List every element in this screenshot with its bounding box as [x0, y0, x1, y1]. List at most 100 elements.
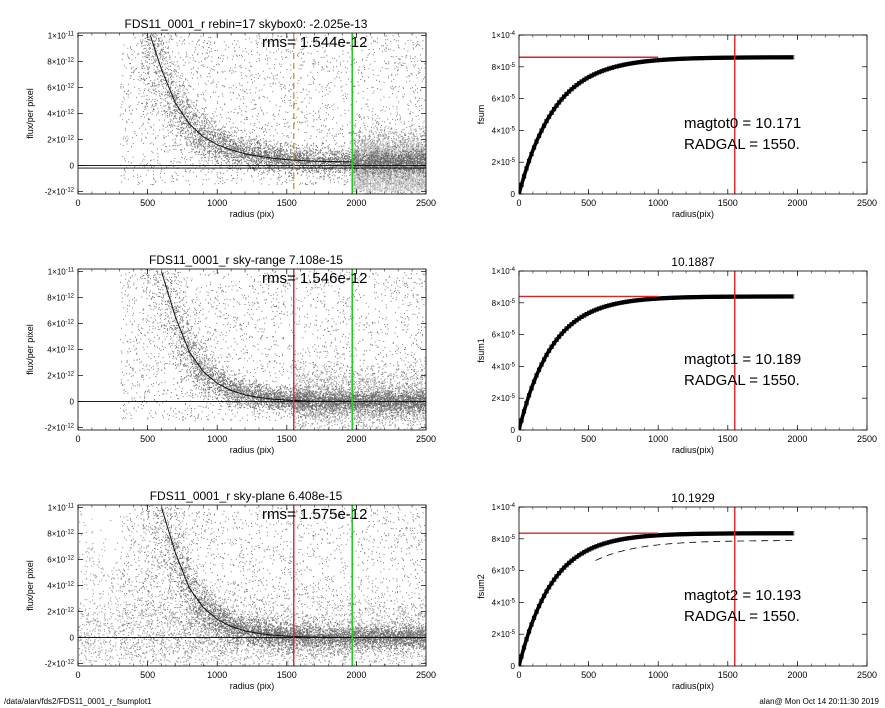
chart-title: FDS11_0001_r rebin=17 skybox0: -2.025e-1…: [125, 17, 368, 31]
curve-marker: [582, 550, 587, 555]
curve-marker: [699, 56, 705, 61]
curve-marker: [556, 334, 562, 339]
curve-marker: [587, 310, 592, 315]
curve-marker: [662, 532, 667, 538]
magtot-annotation: magtot0 = 10.171: [684, 115, 801, 132]
curve-marker: [521, 409, 527, 414]
curve-marker: [757, 531, 762, 536]
curve-marker: [521, 174, 527, 179]
curve-marker: [632, 298, 637, 303]
plot-area: [519, 507, 795, 666]
x-tick-label: 500: [140, 434, 155, 444]
curve-marker: [642, 59, 647, 64]
radgal-annotation: RADGAL = 1550.: [684, 372, 800, 389]
x-axis-label: radius (pix): [230, 209, 275, 219]
curve-marker: [742, 55, 747, 60]
y-tick-label: 1×10-11: [48, 32, 75, 41]
curve-marker: [744, 55, 750, 60]
curve-marker: [627, 61, 632, 66]
rms-annotation: rms= 1.575e-12: [262, 506, 367, 523]
curve-marker: [589, 73, 594, 78]
curve-marker: [712, 55, 717, 60]
curve-marker: [764, 55, 770, 60]
curve-marker: [669, 295, 674, 300]
curve-marker: [617, 63, 622, 68]
curve-marker: [599, 542, 604, 547]
curve-marker: [677, 56, 682, 61]
curve-marker: [587, 74, 592, 80]
curve-marker: [589, 546, 594, 551]
curve-marker: [784, 55, 790, 60]
x-tick-label: 0: [75, 198, 80, 208]
curve-marker: [567, 560, 572, 565]
curve-marker: [787, 531, 792, 536]
curve-marker: [694, 56, 699, 61]
curve-marker: [717, 55, 722, 60]
curve-marker: [752, 294, 757, 299]
curve-marker: [647, 533, 652, 539]
y-tick-label: 6×10-12: [47, 84, 74, 93]
curve-marker: [714, 294, 720, 299]
y-tick-label: 2×10-12: [47, 135, 74, 144]
curve-marker: [682, 295, 687, 300]
x-tick-label: 1500: [718, 670, 738, 680]
curve-marker: [724, 531, 730, 536]
curve-marker: [569, 87, 574, 92]
curve-marker: [597, 70, 602, 75]
curve-marker: [519, 418, 524, 423]
curve-marker: [632, 60, 637, 66]
curve-marker: [727, 55, 732, 60]
curve-marker: [594, 544, 599, 549]
y-tick-label: 6×10-5: [492, 95, 516, 104]
curve-marker: [779, 55, 785, 60]
curve-marker: [672, 57, 677, 62]
curve-marker: [536, 367, 542, 372]
x-tick-label: 1000: [648, 434, 668, 444]
y-tick-label: 0: [511, 426, 516, 435]
curve-marker: [602, 304, 607, 309]
curve-marker: [704, 294, 710, 300]
x-tick-label: 500: [581, 670, 596, 680]
mean-profile-line: [149, 35, 353, 163]
curve-marker: [556, 100, 562, 105]
y-tick-label: 2×10-5: [492, 630, 516, 639]
curve-marker: [674, 295, 679, 300]
curve-marker: [667, 532, 672, 537]
curve-marker: [737, 294, 742, 299]
curve-marker: [549, 344, 554, 349]
curve-marker: [609, 539, 614, 544]
curve-marker: [607, 66, 612, 71]
x-tick-label: 1500: [277, 434, 297, 444]
curve-marker: [790, 531, 795, 536]
curve-marker: [724, 55, 730, 60]
curve-marker: [674, 56, 679, 62]
curve-marker: [729, 55, 735, 60]
y-tick-label: 6×10-5: [492, 331, 516, 340]
curve-marker: [546, 114, 552, 119]
curve-marker: [546, 585, 552, 590]
curve-marker: [539, 362, 544, 367]
model-curve: [595, 540, 794, 561]
curve-marker: [642, 534, 647, 539]
curve-marker: [579, 314, 584, 320]
curve-marker: [767, 531, 772, 536]
curve-marker: [762, 294, 767, 299]
chart-panel-3: 0 500 1000 1500 2000 2500 1×10-11 8×10-12 6×10-1…: [25, 489, 436, 691]
curve-marker: [637, 60, 642, 65]
plot-frame: [518, 34, 868, 195]
curve-marker: [762, 531, 767, 536]
sky-points: [78, 510, 426, 666]
curve-marker: [790, 294, 795, 299]
curve-marker: [597, 306, 602, 311]
curve-marker: [722, 531, 727, 536]
curve-marker: [719, 55, 725, 60]
rms-annotation: rms= 1.544e-12: [262, 34, 367, 51]
curve-marker: [772, 55, 777, 60]
curve-marker: [612, 65, 617, 70]
curve-marker: [687, 295, 692, 300]
chart-panel-6: 0 500 1000 1500 2000 2500 1×10-4 8×10-5 6×10-5 4×…: [476, 491, 877, 691]
curve-marker: [779, 531, 785, 536]
y-tick-label: 4×10-12: [47, 582, 74, 591]
curve-marker: [657, 296, 662, 301]
y-tick-label: 2×10-5: [492, 158, 516, 167]
